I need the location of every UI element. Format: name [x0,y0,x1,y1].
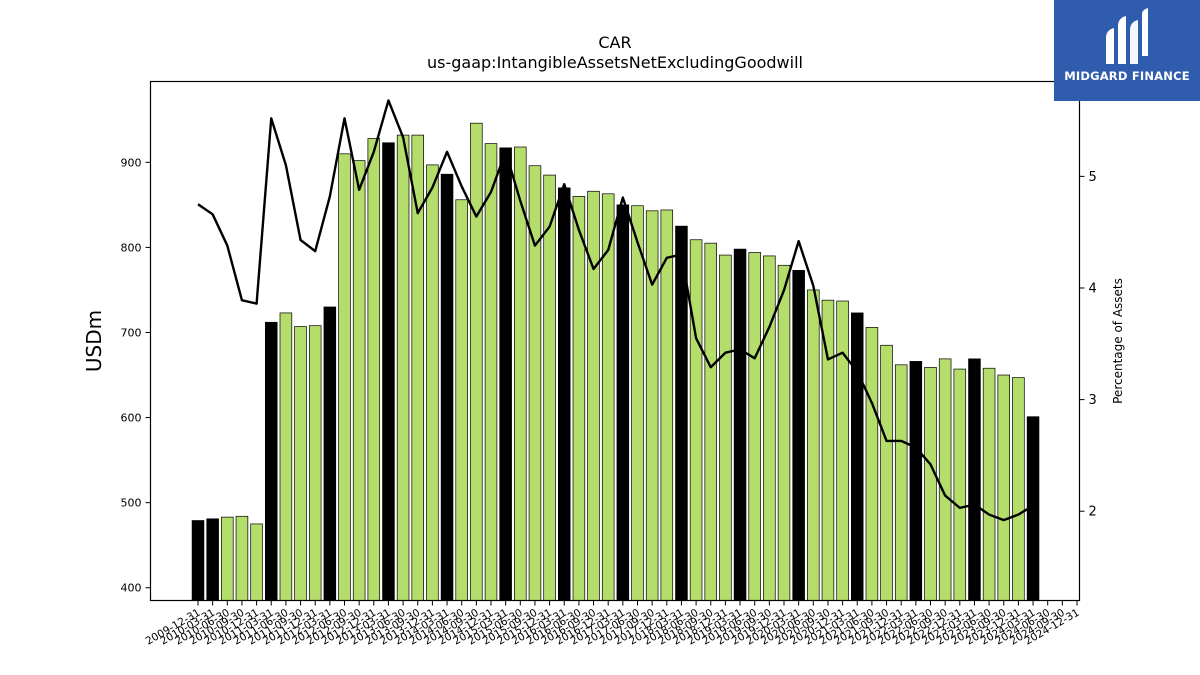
bar [382,142,395,601]
bar [455,199,468,601]
bar [470,122,483,601]
bar [308,325,322,601]
bar [850,312,864,601]
bar [543,174,556,601]
bar [968,358,981,601]
bar [206,518,219,601]
logo-badge: MIDGARD FINANCE [1054,0,1200,101]
bar [440,173,454,601]
bar [265,321,278,601]
bar [221,516,234,601]
bar [557,187,571,601]
bar [660,209,674,601]
bar [484,143,498,601]
bar [191,520,205,601]
bar [909,361,923,601]
bar [763,255,776,601]
y2-tick-label: 4 [1089,281,1097,296]
series-line [197,99,1034,522]
bar [616,204,630,601]
plot-frame [149,80,1081,602]
y2-axis-label: Percentage of Assets [1111,278,1125,404]
bar [1012,377,1025,601]
bar [250,523,263,601]
bar [426,164,439,601]
bar [938,358,952,601]
bar [836,300,849,601]
y2-tick-label: 5 [1089,170,1097,185]
bars-layer [191,122,1040,601]
bar [719,254,732,601]
bar [792,270,805,601]
bar [294,326,307,601]
chart-title: CAR [598,33,631,52]
y-axis-right: 2 3 4 5 [1079,170,1097,520]
bar [865,327,879,601]
midgard-logo-icon [1106,8,1148,64]
bar [367,138,381,601]
bar [997,374,1010,601]
bar [982,367,996,601]
y2-tick-label: 3 [1089,393,1097,408]
y-tick-label: 600 [121,412,142,425]
logo-text: MIDGARD FINANCE [1064,69,1190,83]
bar [777,264,791,601]
bar [894,364,908,601]
bar [572,196,586,601]
bar [352,160,366,601]
y-tick-label: 400 [121,582,142,595]
bar [631,205,644,601]
x-axis: 2009-12-312010-03-312010-06-302010-09-30… [144,600,1082,648]
bar [279,312,293,601]
bar [953,368,967,601]
y-tick-label: 800 [121,241,142,254]
bar [880,344,893,601]
bar [821,299,835,601]
bar [396,134,410,601]
bar [748,252,761,601]
bar [235,515,249,601]
line-layer [197,99,1034,522]
bar [689,239,703,601]
bar [499,147,512,601]
bar [924,367,937,601]
y-axis-left: 400 500 600 700 800 900 [121,156,151,595]
bar [323,306,337,601]
bar [733,248,747,601]
y2-tick-label: 2 [1089,505,1097,520]
bar [807,289,820,601]
bar [587,190,600,601]
y-axis-label: USDm [82,310,106,372]
bar [338,153,351,601]
chart-subtitle: us-gaap:IntangibleAssetsNetExcludingGood… [427,53,803,72]
y-tick-label: 900 [121,156,142,169]
y-tick-label: 700 [121,326,142,339]
y-tick-label: 500 [121,497,142,510]
bar [704,242,717,601]
